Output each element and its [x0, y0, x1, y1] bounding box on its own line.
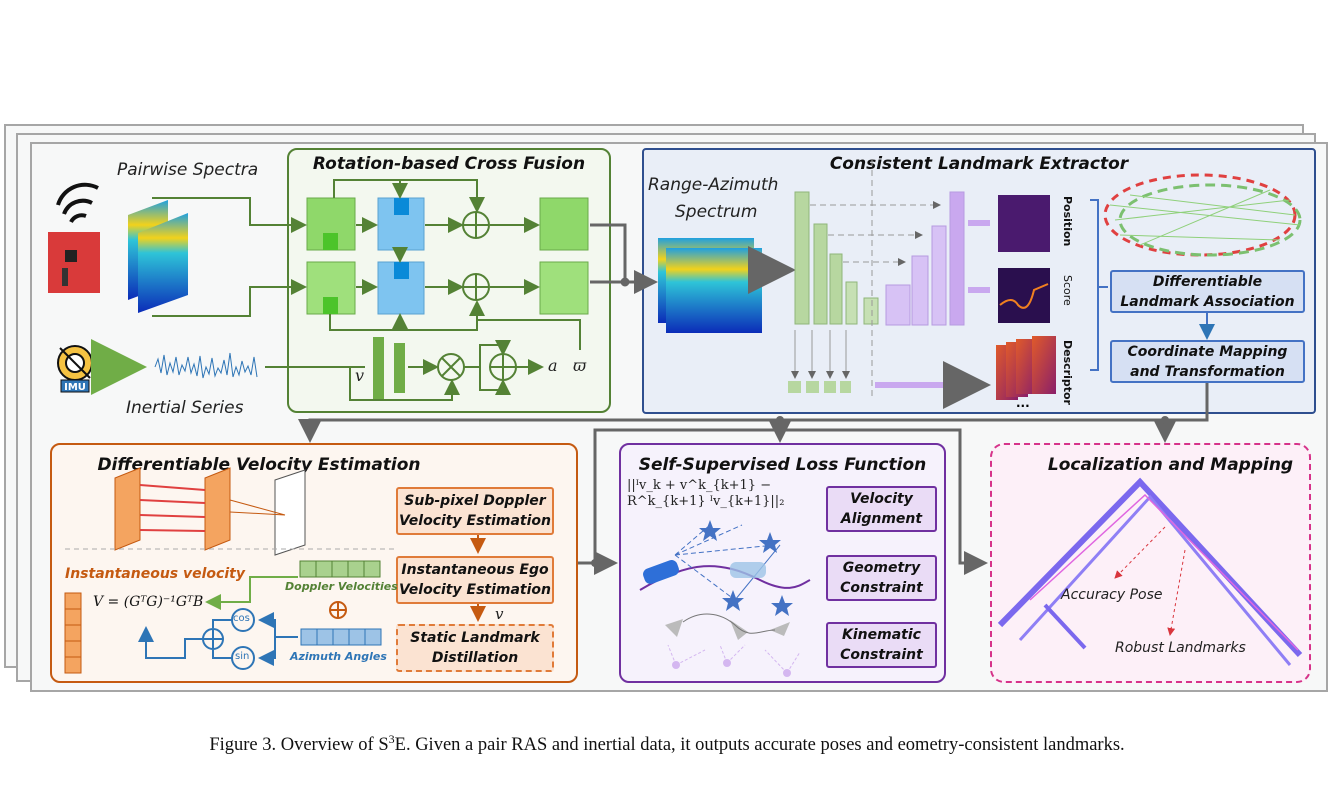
- omega-symbol: ϖ: [573, 356, 587, 375]
- ego-velocity-box: Instantaneous Ego Velocity Estimation: [396, 556, 554, 604]
- inertial-waveform: [154, 352, 258, 379]
- cross-fusion-title: Rotation-based Cross Fusion: [312, 154, 586, 174]
- position-label: Position: [1061, 196, 1074, 247]
- score-map: [998, 268, 1050, 323]
- fusion-connectors: [152, 179, 581, 401]
- velocity-v-symbol: v: [495, 605, 504, 623]
- figure-caption: Figure 3. Overview of S3E. Given a pair …: [0, 732, 1334, 756]
- imu-gyroscope-icon: [57, 345, 93, 393]
- sin-label: sin: [235, 651, 250, 662]
- loss-illustration: [639, 520, 811, 677]
- trajectory-map: [997, 477, 1303, 666]
- velocity-alignment-box: Velocity Alignment: [826, 486, 937, 532]
- concat-icon: [329, 601, 347, 619]
- caption-superscript: 3: [388, 732, 395, 746]
- landmark-correspondence-image: [1103, 173, 1302, 257]
- spectrum-label-line2: Spectrum: [675, 202, 758, 222]
- position-map: [998, 195, 1050, 252]
- azimuth-angles-vector: [300, 628, 382, 646]
- static-landmark-box: Static Landmark Distillation: [396, 624, 554, 672]
- caption-prefix: Figure 3. Overview of S: [209, 735, 389, 756]
- range-azimuth-spectrum-image: [658, 238, 762, 333]
- loss-formula: ||ᴵv_k + v^k_{k+1} − R^k_{k+1} ᴵv_{k+1}|…: [627, 478, 785, 509]
- mlp-layer-1: [373, 337, 384, 399]
- imu-badge: IMU: [64, 382, 86, 393]
- descriptor-connectors: [791, 330, 850, 379]
- descriptor-ellipsis: ...: [1016, 396, 1030, 410]
- landmark-association-box: Differentiable Landmark Association: [1110, 270, 1305, 313]
- mlp-layer-2: [394, 343, 405, 393]
- doppler-velocities-label: Doppler Velocities: [285, 580, 398, 593]
- geometry-constraint-box: Geometry Constraint: [826, 555, 937, 601]
- velocity-vector-stack: [64, 592, 82, 674]
- doppler-arrow: [205, 576, 298, 610]
- localization-title: Localization and Mapping: [1047, 455, 1294, 475]
- landmark-extractor-title: Consistent Landmark Extractor: [829, 154, 1129, 174]
- skip-connections: [810, 160, 941, 400]
- inertial-series-label: Inertial Series: [126, 398, 244, 418]
- trig-connectors: [138, 608, 298, 670]
- localization-panel: Localization and Mapping: [990, 443, 1311, 683]
- encoder-decoder-network: [788, 191, 965, 393]
- loss-function-title: Self-Supervised Loss Function: [638, 455, 927, 475]
- output-bracket: [1090, 199, 1108, 371]
- pairwise-spectra-label: Pairwise Spectra: [117, 160, 259, 180]
- score-label: Score: [1061, 275, 1074, 306]
- pairwise-spectra-image: [128, 200, 188, 313]
- coordinate-mapping-box: Coordinate Mapping and Transformation: [1110, 340, 1305, 383]
- spectrum-label-line1: Range-Azimuth: [648, 175, 779, 195]
- main-connectors: [298, 383, 1209, 575]
- radar-board-icon: [48, 182, 100, 293]
- accuracy-pose-label: Accuracy Pose: [1061, 587, 1163, 603]
- descriptor-maps: [996, 336, 1056, 400]
- feature-cubes: [306, 197, 589, 315]
- velocity-formula: V = (GᵀG)⁻¹GᵀB: [93, 594, 204, 610]
- velocity-estimation-title: Differentiable Velocity Estimation: [97, 455, 421, 475]
- kinematic-constraint-box: Kinematic Constraint: [826, 622, 937, 668]
- azimuth-angles-label: Azimuth Angles: [290, 650, 387, 663]
- doppler-velocities-vector: [299, 560, 381, 578]
- robust-landmarks-label: Robust Landmarks: [1115, 640, 1246, 656]
- v-symbol: v: [355, 366, 365, 385]
- fusion-output-connector: [590, 223, 658, 294]
- score-curve: [999, 283, 1049, 309]
- caption-text: E. Given a pair RAS and inertial data, i…: [394, 735, 1125, 756]
- cos-label: cos: [233, 613, 250, 624]
- descriptor-label: Descriptor: [1061, 340, 1074, 405]
- doppler-spectrum-illustration: [114, 467, 306, 556]
- subpixel-doppler-box: Sub-pixel Doppler Velocity Estimation: [396, 487, 554, 535]
- instantaneous-velocity-label: Instantaneous velocity: [65, 566, 245, 582]
- a-symbol: a: [548, 356, 558, 375]
